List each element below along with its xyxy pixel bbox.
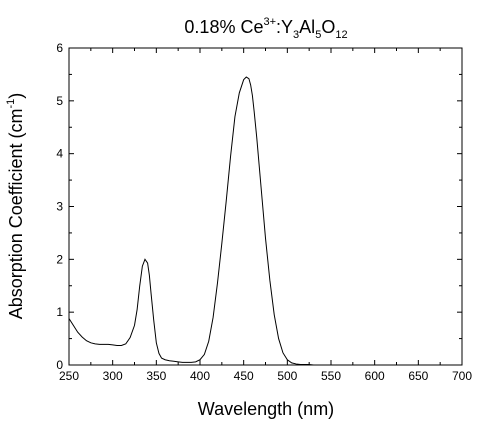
y-axis-label: Absorption Coefficient (cm-1) [5,93,26,320]
chart-title: 0.18% Ce3+:Y3Al5O12 [184,16,347,41]
x-tick-label: 500 [277,369,297,383]
plot-area: 250 300 350 400 450 500 550 600 650 700 0 1 2 3 4 5 6 [56,41,472,383]
x-tick-label: 550 [321,369,341,383]
x-tick-label: 450 [234,369,254,383]
absorption-series-line [68,76,375,366]
y-tick-label: 1 [56,305,63,319]
x-tick-label: 400 [190,369,210,383]
y-tick-label: 5 [56,94,63,108]
x-tick-label: 250 [59,369,79,383]
y-tick-label: 4 [56,147,63,161]
x-tick-label: 350 [146,369,166,383]
y-tick-label: 2 [56,252,63,266]
x-tick-label: 600 [365,369,385,383]
y-tick-label: 3 [56,200,63,214]
y-tick-label: 6 [56,41,63,55]
x-tick-label: 300 [103,369,123,383]
y-tick-label: 0 [56,358,63,372]
x-axis-label: Wavelength (nm) [198,399,334,419]
x-tick-label: 700 [452,369,472,383]
x-tick-label: 650 [408,369,428,383]
